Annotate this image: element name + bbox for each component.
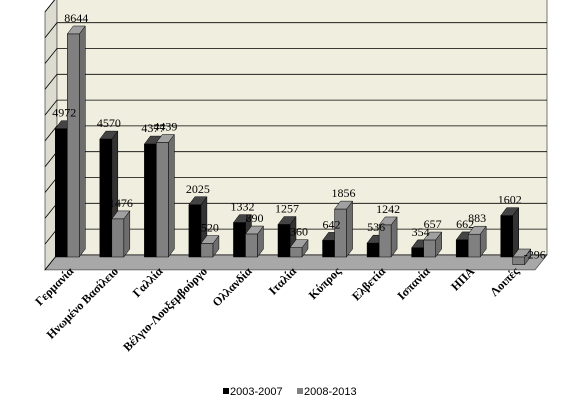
data-label: 354 (412, 225, 430, 239)
x-tick-label: Γερμανία (32, 264, 76, 308)
data-label: 642 (323, 217, 341, 231)
data-label: 1332 (230, 200, 254, 214)
bar (334, 200, 354, 258)
bars (54, 25, 532, 266)
gridline (44, 0, 56, 13)
bar (289, 238, 309, 258)
data-label: 520 (201, 221, 219, 235)
bar (66, 25, 86, 258)
bar (244, 225, 264, 258)
data-label: 890 (245, 211, 263, 225)
data-label: 1476 (109, 196, 133, 210)
bar (500, 206, 520, 258)
gridline (44, 48, 547, 64)
data-label: 8644 (64, 11, 88, 25)
data-label: 1257 (275, 202, 299, 216)
data-label: 1602 (498, 193, 522, 207)
data-label: 536 (367, 220, 385, 234)
data-label: 4972 (52, 106, 76, 120)
bar (155, 133, 175, 258)
bar (467, 225, 487, 258)
bar (378, 216, 398, 258)
data-label: 4377 (141, 121, 165, 135)
data-label: 4439 (153, 119, 177, 133)
legend-label-2008-2013: 2008-2013 (304, 386, 357, 398)
data-label: 360 (290, 225, 308, 239)
data-label: 883 (468, 211, 486, 225)
data-label: 2025 (186, 182, 210, 196)
bar (423, 231, 443, 258)
data-label: 662 (456, 217, 474, 231)
legend-label-2003-2007: 2003-2007 (230, 386, 283, 398)
bar (99, 130, 119, 258)
data-label: 4570 (97, 116, 121, 130)
x-tick-label: Ολλανδία (209, 264, 254, 309)
chart-walls (44, 0, 548, 272)
bar (512, 248, 532, 266)
gridline (44, 73, 547, 90)
gridline (44, 125, 547, 142)
gridline (44, 22, 547, 38)
x-tick-label: Βέλγιο-Λουξεμβούργο (120, 264, 210, 354)
legend: 2003-2007 2008-2013 (223, 386, 357, 398)
gridline (44, 99, 547, 116)
data-label: 657 (424, 217, 442, 231)
data-label: 1856 (332, 186, 356, 200)
bar (200, 234, 220, 258)
data-label: 1242 (376, 202, 400, 216)
legend-swatch-2008-2013 (297, 388, 303, 394)
bar (111, 210, 131, 258)
legend-swatch-2003-2007 (223, 388, 229, 394)
data-label: -296 (524, 248, 546, 262)
